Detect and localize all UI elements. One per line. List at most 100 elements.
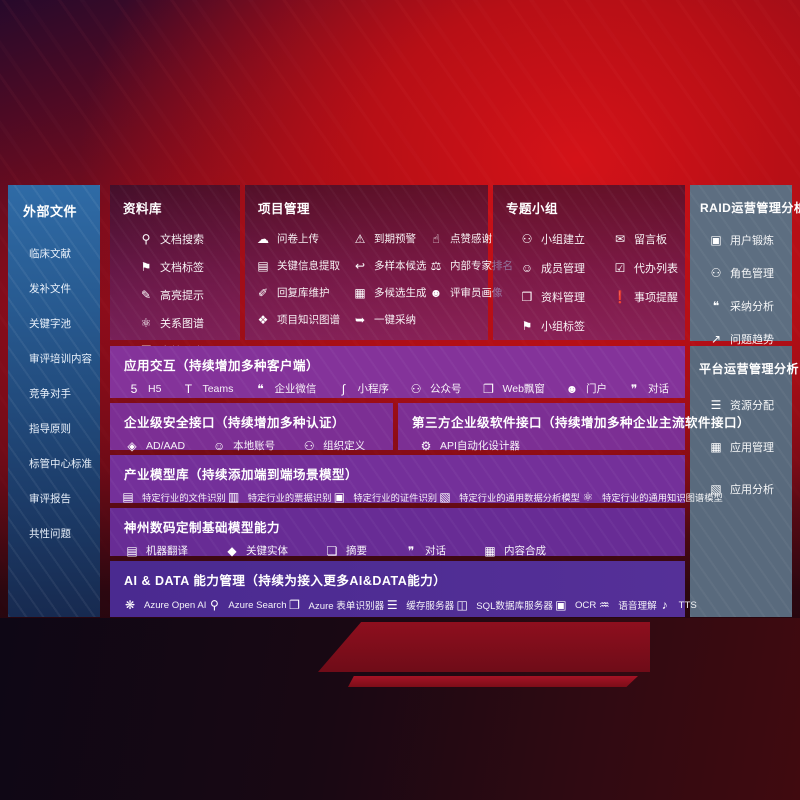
row-title: AI & DATA 能力管理（持续为接入更多AI&DATA能力）	[124, 574, 447, 588]
item-label: 一键采纳	[374, 314, 416, 326]
item-doc-search[interactable]: ⚲ 文档搜索	[138, 231, 240, 247]
item-multi-sample[interactable]: ↩ 多样本候选	[352, 258, 428, 273]
item-expert-ranking[interactable]: ⚖ 内部专家排名	[428, 258, 513, 273]
item-material-manage[interactable]: ❒ 资料管理	[519, 289, 612, 305]
list-item[interactable]: 标管中心标准	[29, 454, 100, 475]
item-label: TTS	[678, 599, 697, 611]
multi-candidate-icon: ▦	[354, 285, 366, 300]
item-azure-form-recognizer[interactable]: ❐ Azure 表单识别器	[287, 598, 384, 612]
speech-understanding-icon: ♒	[598, 598, 610, 612]
item-azure-openai[interactable]: ❋ Azure Open AI	[122, 598, 206, 612]
item-label: 小组标签	[541, 321, 585, 333]
reminder-bell-icon: ❗	[612, 290, 628, 304]
item-official-account[interactable]: ⚇ 公众号	[408, 381, 462, 396]
item-label: 临床文献	[29, 248, 71, 260]
item-data-analysis-model[interactable]: ▧ 特定行业的通用数据分析模型	[437, 490, 580, 504]
item-key-entity[interactable]: ◆ 关键实体	[224, 543, 288, 558]
item-message-board[interactable]: ✉ 留言板	[612, 231, 692, 247]
item-group-tag[interactable]: ⚑ 小组标签	[519, 318, 612, 334]
item-user-card[interactable]: ▣ 用户锻炼	[708, 232, 792, 248]
item-resource-allocation[interactable]: ☰ 资源分配	[708, 397, 792, 413]
item-miniprogram[interactable]: ∫ 小程序	[335, 381, 389, 396]
item-label: 特定行业的通用数据分析模型	[459, 493, 580, 503]
list-item[interactable]: 关键字池	[29, 314, 100, 335]
item-one-click-adopt[interactable]: ➥ 一键采纳	[352, 312, 428, 327]
item-sql-server[interactable]: ◫ SQL数据库服务器	[454, 598, 553, 612]
row-foundation-model-capability: 神州数码定制基础模型能力 ▤ 机器翻译 ◆ 关键实体 ❏ 摘要 ❞ 对话 ▦ 内容合成	[110, 508, 685, 558]
item-org-define[interactable]: ⚇ 组织定义	[301, 438, 365, 453]
item-machine-translation[interactable]: ▤ 机器翻译	[124, 543, 188, 558]
item-dialogue[interactable]: ❞ 对话	[403, 543, 446, 558]
item-project-knowledge-graph[interactable]: ❖ 项目知识图谱	[255, 312, 352, 327]
item-summary[interactable]: ❏ 摘要	[324, 543, 367, 558]
item-label: 共性问题	[29, 528, 71, 540]
item-questionnaire-upload[interactable]: ☁ 问卷上传	[255, 231, 352, 246]
item-reviewer-profile[interactable]: ☻ 评审员画像	[428, 285, 503, 300]
item-highlight[interactable]: ✎ 高亮提示	[138, 287, 240, 303]
item-label: 摘要	[346, 545, 367, 557]
item-id-recognition[interactable]: ▣ 特定行业的证件识别	[331, 490, 437, 504]
item-content-synthesis[interactable]: ▦ 内容合成	[482, 543, 546, 558]
panel-raid-operation-analysis: RAID运营管理分析 ▣ 用户锻炼 ⚇ 角色管理 ❝ 采纳分析 ↗ 问题趋势	[690, 185, 800, 346]
panel-title: RAID运营管理分析	[700, 201, 800, 215]
item-key-info-extract[interactable]: ▤ 关键信息提取	[255, 258, 352, 273]
one-click-adopt-icon: ➥	[354, 312, 366, 327]
list-item[interactable]: 审评培训内容	[29, 349, 100, 370]
item-issue-trend[interactable]: ↗ 问题趋势	[708, 331, 792, 347]
item-like-thanks[interactable]: ☝ 点赞感谢	[428, 231, 498, 246]
item-web-popup[interactable]: ❐ Web飘窗	[481, 381, 545, 396]
list-item[interactable]: 指导原则	[29, 419, 100, 440]
row-industry-model-library: 产业模型库（持续添加端到端场景模型） ▤ 特定行业的文件识别 ▥ 特定行业的票据识别 ▣…	[110, 455, 723, 504]
item-label: 关键实体	[246, 545, 288, 557]
panel-special-groups: 专题小组 ⚇ 小组建立 ✉ 留言板 ☺ 成员管理 ☑ 代办列表 ❒ 资料管理 ❗ 事项提醒 ⚑ 小组标签	[493, 185, 685, 340]
item-ocr[interactable]: ▣ OCR	[553, 598, 596, 612]
item-reminder-bell[interactable]: ❗ 事项提醒	[612, 289, 692, 305]
item-label: 指导原则	[29, 423, 71, 435]
item-group-create[interactable]: ⚇ 小组建立	[519, 231, 612, 247]
item-knowledge-graph-model[interactable]: ⚛ 特定行业的通用知识图谱模型	[580, 490, 723, 504]
item-due-alert[interactable]: ⚠ 到期预警	[352, 231, 428, 246]
item-app-analysis[interactable]: ▧ 应用分析	[708, 481, 792, 497]
list-item[interactable]: 临床文献	[29, 244, 100, 265]
item-label: OCR	[574, 599, 597, 611]
knowledge-graph-model-icon: ⚛	[582, 490, 594, 504]
item-doc-tag[interactable]: ⚑ 文档标签	[138, 259, 240, 275]
item-azure-search[interactable]: ⚲ Azure Search	[206, 598, 287, 612]
item-member-manage[interactable]: ☺ 成员管理	[519, 260, 612, 276]
item-chat[interactable]: ❞ 对话	[626, 381, 669, 396]
item-relation-graph[interactable]: ⚛ 关系图谱	[138, 315, 240, 331]
industry-models-list: ▤ 特定行业的文件识别 ▥ 特定行业的票据识别 ▣ 特定行业的证件识别 ▧ 特定行业的通用数据…	[110, 490, 722, 504]
laptop-silhouette-decoration	[318, 622, 650, 672]
item-wecom[interactable]: ❝ 企业微信	[252, 381, 316, 396]
item-label: 应用分析	[730, 484, 774, 496]
item-h5[interactable]: 5 H5	[126, 382, 162, 396]
list-item[interactable]: 竞争对手	[29, 384, 100, 405]
item-invoice-recognition[interactable]: ▥ 特定行业的票据识别	[226, 490, 331, 504]
item-tts[interactable]: ♪ TTS	[657, 598, 697, 612]
item-local-account[interactable]: ☺ 本地账号	[211, 438, 275, 453]
item-multi-candidate[interactable]: ▦ 多候选生成	[352, 285, 428, 300]
list-item[interactable]: 共性问题	[29, 524, 100, 545]
questionnaire-upload-icon: ☁	[257, 231, 269, 246]
item-api-designer[interactable]: ⚙ API自动化设计器	[418, 438, 520, 453]
item-todo-list[interactable]: ☑ 代办列表	[612, 260, 692, 276]
item-ad-aad[interactable]: ◈ AD/AAD	[124, 439, 185, 453]
item-label: 评审员画像	[450, 287, 503, 299]
item-reply-library[interactable]: ✐ 回复库维护	[255, 285, 352, 300]
item-label: 特定行业的文件识别	[142, 493, 226, 503]
item-cache-server[interactable]: ☰ 缓存服务器	[384, 598, 454, 612]
item-app-manage[interactable]: ▦ 应用管理	[708, 439, 792, 455]
item-teams[interactable]: T Teams	[180, 382, 234, 396]
item-speech-understanding[interactable]: ♒ 语音理解	[596, 598, 657, 612]
item-portal[interactable]: ☻ 门户	[564, 381, 607, 396]
item-label: 门户	[585, 383, 607, 395]
item-file-recognition[interactable]: ▤ 特定行业的文件识别	[120, 490, 226, 504]
item-adoption-analysis[interactable]: ❝ 采纳分析	[708, 298, 792, 314]
item-label: 采纳分析	[730, 301, 774, 313]
list-item[interactable]: 审评报告	[29, 489, 100, 510]
group-create-icon: ⚇	[521, 232, 533, 246]
list-item[interactable]: 发补文件	[29, 279, 100, 300]
item-role-manage[interactable]: ⚇ 角色管理	[708, 265, 792, 281]
expert-ranking-icon: ⚖	[430, 258, 442, 273]
